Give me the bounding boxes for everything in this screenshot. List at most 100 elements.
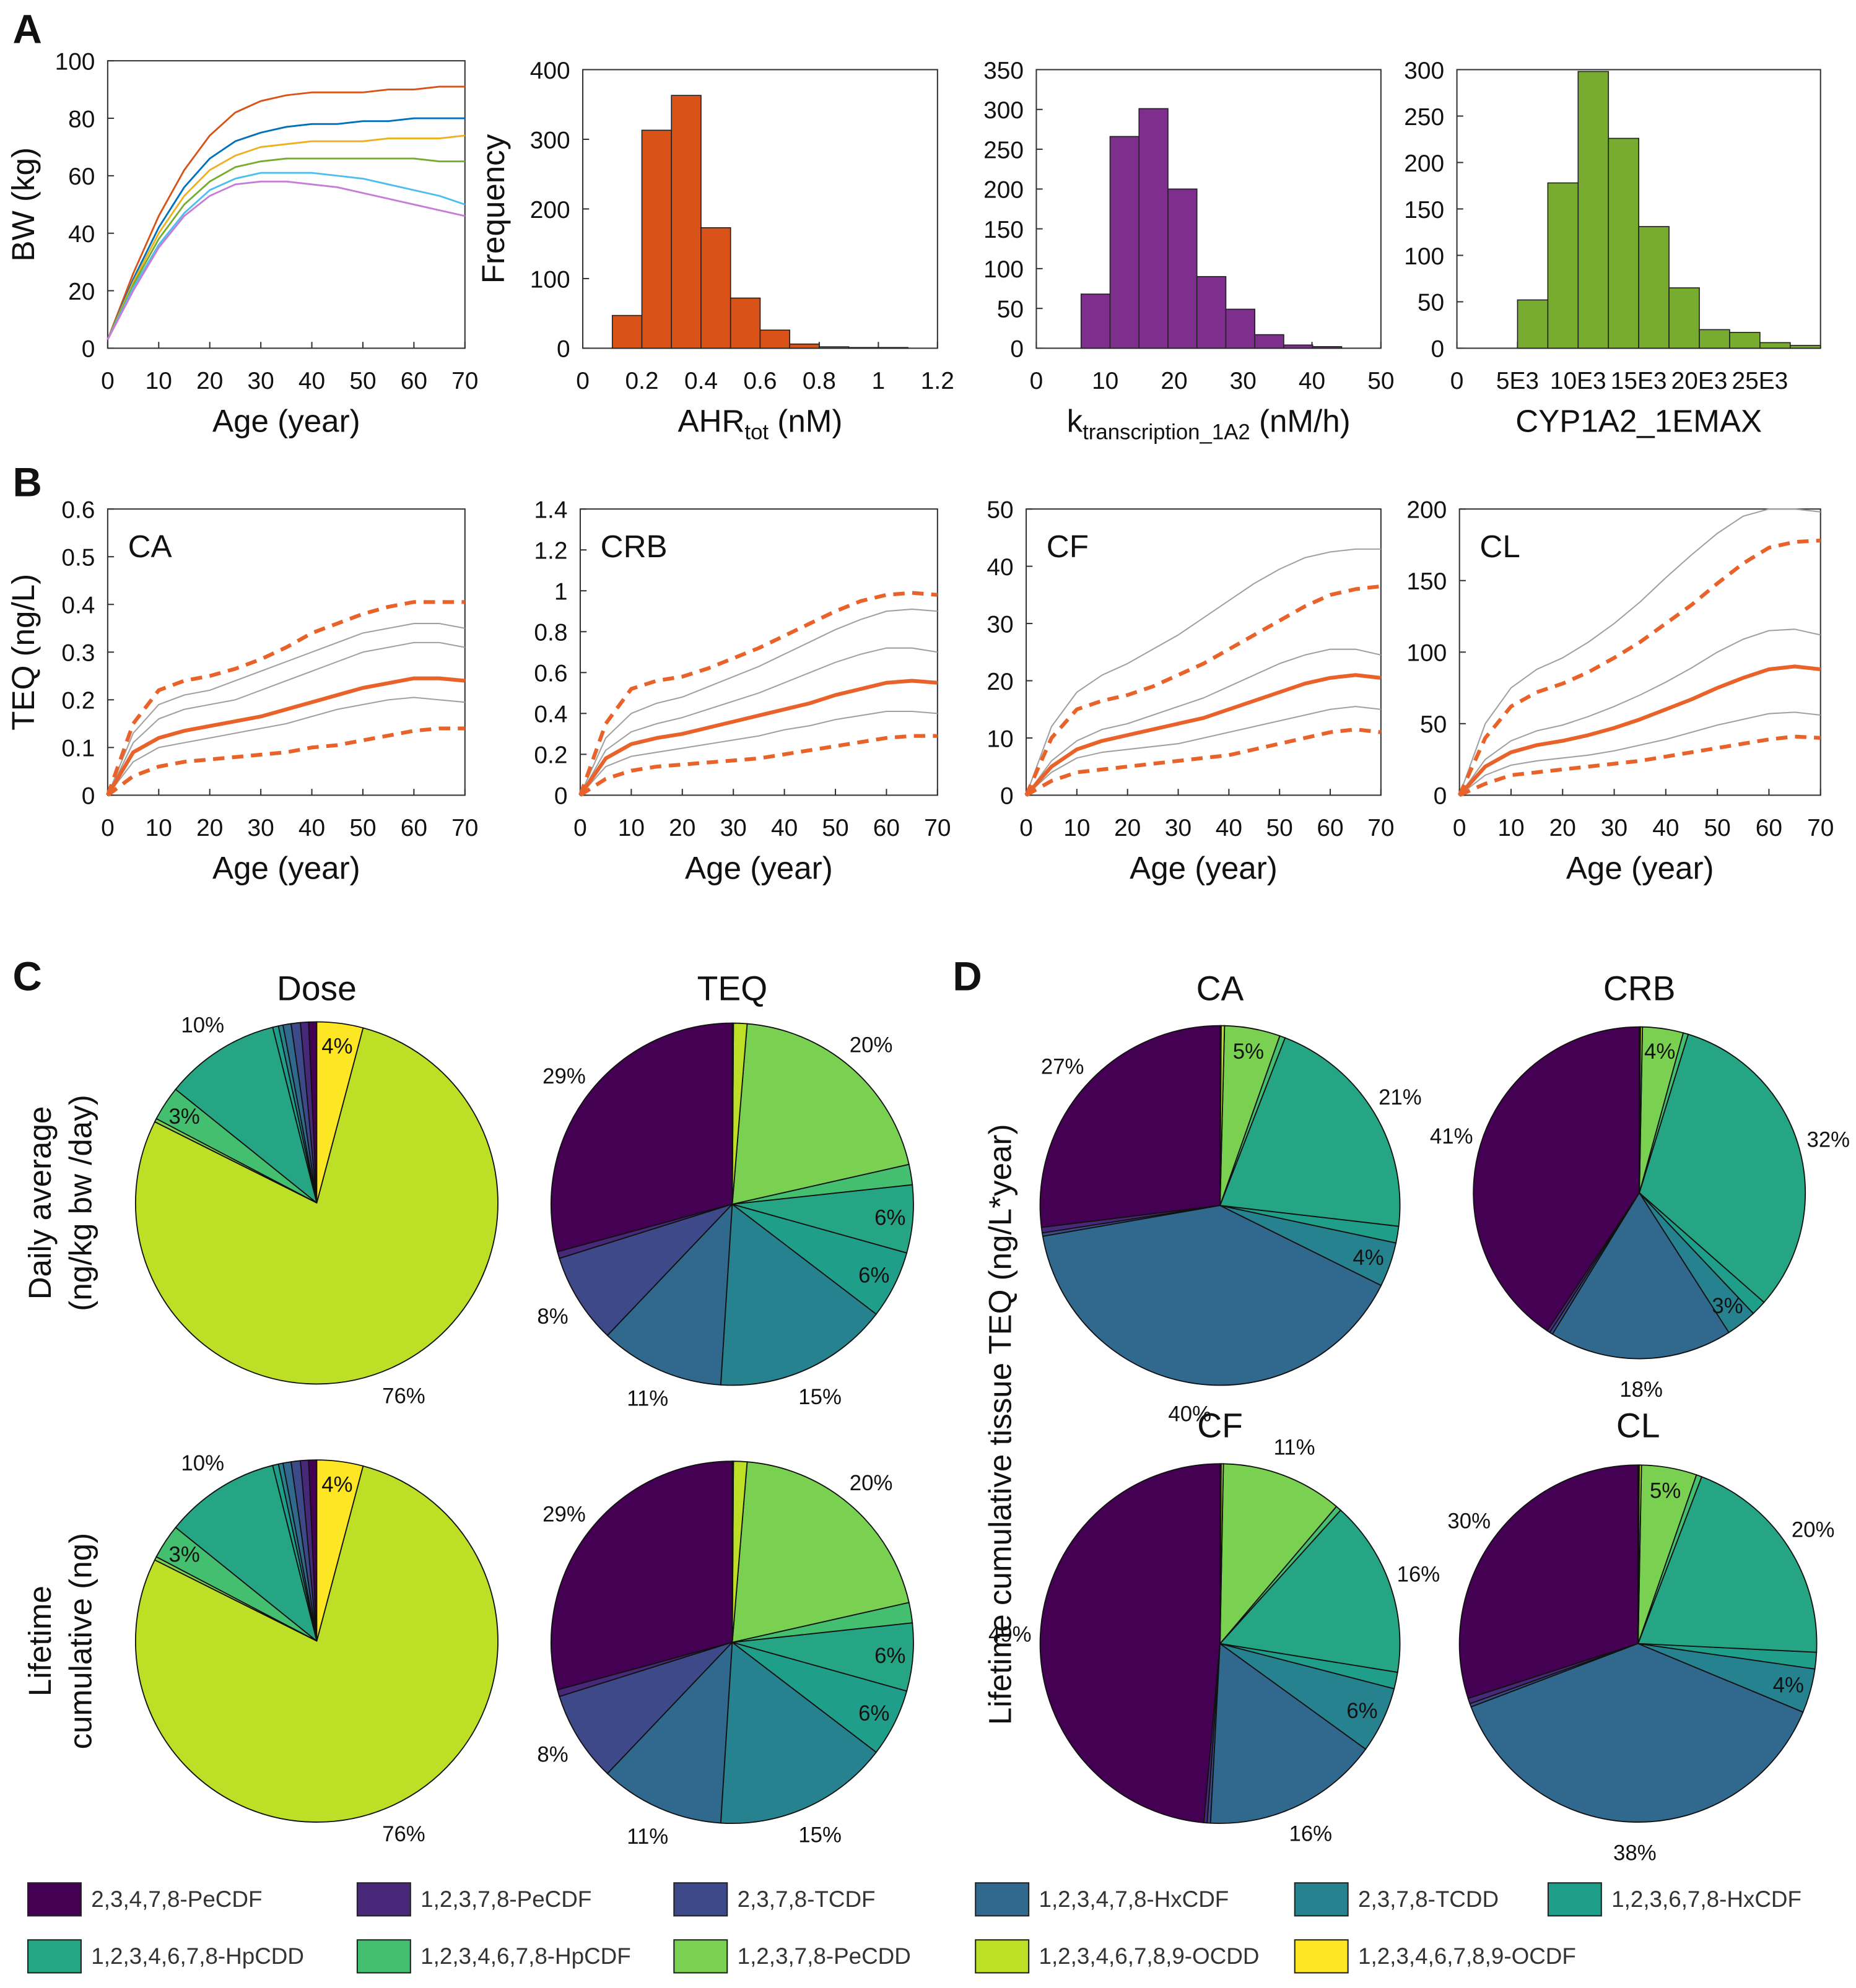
histogram-bar (848, 347, 879, 349)
x-tick-label: 15E3 (1611, 368, 1667, 394)
summary-line (1458, 734, 1821, 797)
legend-label: 2,3,4,7,8-PeCDF (91, 1886, 262, 1912)
pie-slice (559, 1203, 734, 1337)
histogram-bar (730, 297, 761, 349)
histogram-bar (1109, 136, 1140, 349)
pie-slice (731, 1461, 734, 1643)
pie-slice (175, 1027, 318, 1205)
summary-line (1024, 584, 1382, 796)
pie-slice (1551, 1191, 1730, 1360)
y-tick-label: 40 (68, 221, 95, 248)
histogram-bar (1759, 342, 1791, 349)
pie-value-label: 49% (988, 1623, 1032, 1647)
y-tick-label: 0.6 (534, 661, 567, 687)
y-tick-label: 0.2 (534, 742, 567, 769)
x-tick-label: 70 (451, 368, 478, 394)
x-tick-label: 20 (1161, 368, 1187, 394)
legend-label: 2,3,7,8-TCDF (738, 1886, 876, 1912)
x-tick-label: 60 (1317, 815, 1343, 841)
line (107, 180, 466, 341)
x-tick-label: 20 (196, 815, 223, 841)
pie-title: TEQ (697, 970, 768, 1008)
pie-slice (731, 1461, 910, 1643)
y-tick-label: 0 (82, 783, 95, 810)
x-tick-label: 50 (1704, 815, 1731, 841)
line (1458, 508, 1821, 796)
y-tick-label: 0.4 (534, 701, 567, 728)
y-tick-label: 0.1 (61, 736, 95, 762)
x-axis-label: Age (year) (1130, 850, 1278, 885)
pie-value-label: 4% (1773, 1674, 1804, 1698)
summary-line (1024, 673, 1382, 797)
x-tick-label: 70 (1367, 815, 1394, 841)
legend-swatch (27, 1882, 82, 1917)
row-label: (ng/kg bw /day) (63, 1095, 98, 1311)
y-tick-label: 0 (557, 336, 570, 363)
histogram-bar (759, 329, 790, 349)
y-tick-label: 100 (1406, 640, 1447, 667)
pie-value-label: 4% (321, 1035, 352, 1059)
y-tick-label: 200 (983, 177, 1024, 204)
x-tick-label: 70 (1807, 815, 1834, 841)
y-tick-label: 150 (1404, 197, 1444, 224)
pie-value-label: 5% (1233, 1040, 1264, 1064)
x-tick-label: 50 (349, 815, 376, 841)
x-axis-label: Age (year) (212, 850, 360, 885)
pie-value-label: 38% (1613, 1841, 1657, 1865)
pie-value-label: 11% (1274, 1436, 1315, 1459)
x-axis-label: Age (year) (1566, 850, 1714, 885)
summary-line (579, 734, 938, 797)
y-axis-label: BW (kg) (6, 147, 41, 262)
x-tick-label: 1.2 (921, 368, 954, 394)
y-tick-label: 150 (1406, 568, 1447, 595)
pie-title: CRB (1603, 970, 1676, 1008)
line (580, 608, 938, 796)
x-tick-label: 40 (1299, 368, 1325, 394)
legend-swatch (27, 1939, 82, 1974)
y-tick-label: 300 (530, 127, 570, 154)
summary-line (578, 591, 938, 796)
x-tick-label: 60 (1756, 815, 1782, 841)
plot-frame (1458, 508, 1821, 796)
y-tick-label: 150 (983, 217, 1024, 243)
pie-value-label: 76% (382, 1823, 425, 1846)
y-tick-label: 30 (987, 611, 1013, 638)
pie-title: CA (1196, 970, 1244, 1008)
x-tick-label: 0 (576, 368, 590, 394)
pie-slice (135, 1027, 499, 1385)
x-tick-label: 20 (196, 368, 223, 394)
pie-title: CL (1616, 1406, 1660, 1444)
histogram-bar (671, 95, 702, 349)
y-tick-label: 350 (983, 58, 1024, 84)
pie-slice (1639, 1033, 1806, 1303)
plot-label: CL (1479, 529, 1520, 564)
pie-value-label: 20% (850, 1034, 893, 1057)
y-tick-label: 50 (997, 296, 1024, 323)
x-tick-label: 30 (720, 815, 747, 841)
pie-value-label: 15% (798, 1386, 842, 1409)
histogram-bar (878, 347, 908, 349)
line (107, 117, 465, 341)
legend-label: 1,2,3,7,8-PeCDF (420, 1886, 591, 1912)
pie-value-label: 11% (627, 1387, 668, 1410)
x-tick-label: 10 (1092, 368, 1118, 394)
pie-slice (720, 1203, 878, 1386)
pie-slice (316, 1459, 364, 1641)
x-tick-label: 70 (451, 815, 478, 841)
histogram-bar (789, 343, 820, 349)
y-tick-label: 10 (987, 726, 1013, 752)
pie-title: CF (1197, 1406, 1243, 1444)
histogram-bar (1517, 299, 1549, 349)
line (107, 157, 465, 341)
histogram-bar (1577, 71, 1610, 349)
x-tick-label: 50 (1367, 368, 1394, 394)
y-tick-label: 250 (1404, 104, 1444, 131)
pie-value-label: 10% (181, 1452, 224, 1475)
summary-line (107, 726, 465, 797)
line (1459, 711, 1821, 796)
x-tick-label: 20 (1114, 815, 1141, 841)
legend-swatch (1294, 1882, 1349, 1917)
x-tick-label: 0.4 (684, 368, 718, 394)
legend-swatch (1294, 1939, 1349, 1974)
x-tick-label: 10 (1497, 815, 1524, 841)
